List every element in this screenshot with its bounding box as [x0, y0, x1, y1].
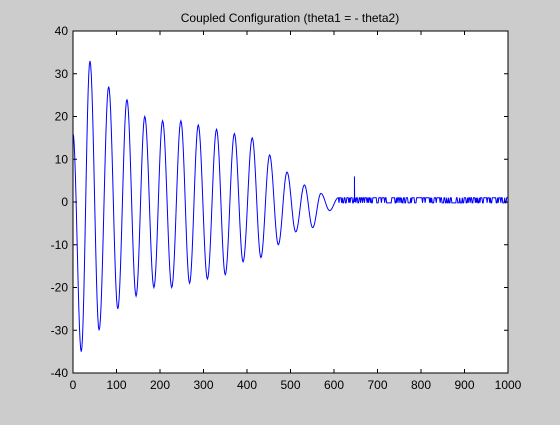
- axes-frame: [72, 30, 509, 374]
- x-tick-label: 900: [454, 378, 474, 392]
- y-tick-label: -40: [51, 366, 69, 380]
- y-tick-label: 10: [55, 152, 69, 166]
- x-tick-label: 1000: [495, 378, 522, 392]
- x-tick-label: 700: [367, 378, 387, 392]
- axes-background: [73, 31, 508, 373]
- y-tick-label: -20: [51, 281, 69, 295]
- x-tick-label: 300: [193, 378, 213, 392]
- y-tick-label: 40: [55, 24, 69, 38]
- series-layer: [72, 60, 508, 352]
- tick-layer: 0 100 200 300 400 500 600 700 800 900 1000-40-30-2…: [51, 24, 522, 392]
- chart-title: Coupled Configuration (theta1 = - theta2…: [181, 11, 399, 25]
- x-tick-label: 100: [106, 378, 126, 392]
- x-tick-label: 600: [324, 378, 344, 392]
- y-tick-label: -10: [51, 238, 69, 252]
- x-tick-label: 0: [70, 378, 77, 392]
- y-tick-label: -30: [51, 323, 69, 337]
- y-tick-label: 30: [55, 67, 69, 81]
- y-tick-label: 20: [55, 110, 69, 124]
- series-line: [72, 60, 508, 352]
- x-tick-label: 800: [411, 378, 431, 392]
- x-tick-label: 200: [150, 378, 170, 392]
- x-tick-label: 400: [237, 378, 257, 392]
- y-tick-label: 0: [61, 195, 68, 209]
- x-tick-label: 500: [280, 378, 300, 392]
